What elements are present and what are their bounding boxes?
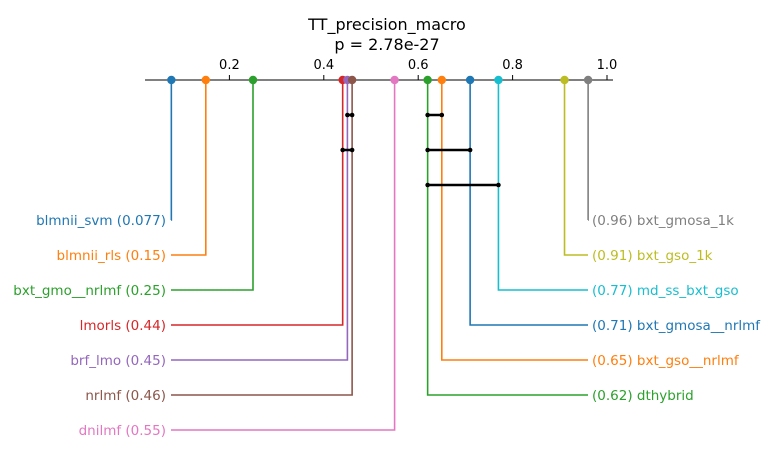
method-connector (171, 80, 349, 361)
clique-end (496, 182, 501, 188)
method-marker (560, 75, 569, 85)
method-label: bxt_gmo__nrlmf (0.25) (13, 283, 166, 299)
method-marker (494, 75, 503, 85)
clique-end (425, 112, 430, 118)
method-connector (171, 80, 344, 326)
clique-end (439, 112, 445, 118)
method-connector (469, 80, 588, 326)
clique-end (340, 147, 345, 153)
clique-end (349, 112, 355, 118)
method-connector (171, 80, 207, 256)
method-marker (347, 75, 357, 85)
method-connector (497, 80, 588, 291)
method-connector (171, 80, 353, 396)
method-label: nrlmf (0.46) (85, 388, 166, 404)
method-marker (390, 75, 399, 85)
method-label: (0.62) dthybrid (592, 388, 694, 404)
tick-label: 0.4 (313, 58, 334, 73)
method-connector (171, 80, 254, 291)
clique-end (425, 147, 430, 153)
method-marker (167, 75, 176, 85)
method-label: blmnii_svm (0.077) (36, 213, 166, 229)
clique-end (345, 112, 350, 118)
method-label: (0.65) bxt_gso__nrlmf (592, 353, 740, 369)
method-marker (583, 75, 593, 85)
clique-end (467, 147, 473, 153)
method-label: brf_lmo (0.45) (70, 353, 166, 369)
method-marker (248, 75, 258, 85)
tick-label: 0.2 (219, 58, 240, 73)
method-marker (465, 75, 475, 85)
chart-subtitle: p = 2.78e-27 (334, 35, 440, 54)
chart-title: TT_precision_macro (308, 15, 466, 34)
method-label: lmorls (0.44) (80, 318, 166, 334)
clique-end (425, 182, 430, 188)
method-label: (0.91) bxt_gso_1k (592, 248, 713, 264)
clique-end (349, 147, 355, 153)
method-marker (201, 75, 210, 85)
tick-label: 1.0 (597, 58, 618, 73)
method-label: (0.77) md_ss_bxt_gso (592, 283, 739, 299)
method-label: dnilmf (0.55) (79, 423, 166, 439)
method-marker (423, 75, 432, 85)
method-label: (0.71) bxt_gmosa__nrlmf (592, 318, 761, 334)
method-label: blmnii_rls (0.15) (57, 248, 167, 264)
method-connector (440, 80, 588, 361)
method-label: (0.96) bxt_gmosa_1k (592, 213, 734, 229)
method-connector (563, 80, 588, 256)
tick-label: 0.8 (502, 58, 523, 73)
tick-label: 0.6 (408, 58, 429, 73)
method-connector (171, 80, 396, 431)
method-marker (437, 75, 446, 85)
